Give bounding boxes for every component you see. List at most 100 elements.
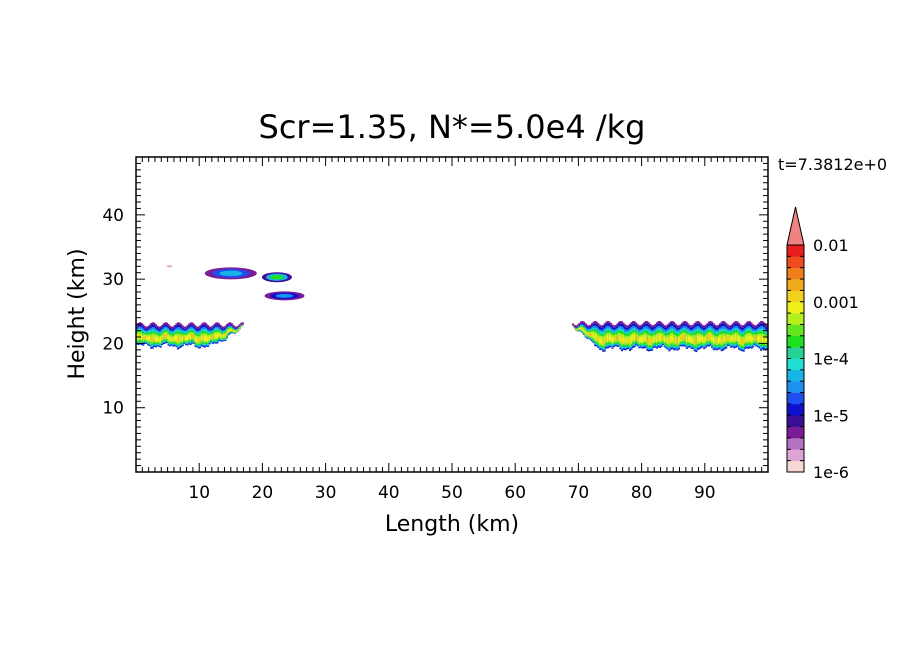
heatmap-column [622,322,625,350]
heatmap-cell [238,324,241,327]
heatmap-cell [151,336,154,342]
heatmap-column [684,320,687,347]
heatmap-column [644,321,647,348]
heatmap-column [221,326,224,342]
heatmap-column [591,323,594,342]
heatmap-cell [603,323,606,326]
heatmap-column [655,322,658,349]
heatmap-cell [572,323,575,326]
heatmap-cell [235,326,238,329]
heatmap-cell [189,334,192,339]
y-tick-label: 30 [102,270,124,290]
heatmap-column [142,324,145,346]
colorbar [786,206,805,473]
heatmap-cell [608,321,611,324]
heatmap-cell [640,337,642,342]
heatmap-column [621,321,624,352]
colorbar-band [787,437,804,450]
heatmap-column [677,325,680,350]
heatmap-cell [178,336,181,342]
heatmap-cell [682,321,685,324]
heatmap-cell [584,331,587,334]
heatmap-column [192,323,195,344]
heatmap-cell [594,320,597,324]
colorbar-band [787,324,804,337]
heatmap-column [227,322,230,336]
heatmap-column [619,320,622,350]
heatmap-cell [213,334,216,339]
heatmap-cell [752,336,755,342]
heatmap-column [237,325,240,332]
heatmap-cell [587,332,590,336]
heatmap-column [632,321,635,348]
heatmap-column [181,325,184,347]
heatmap-cell [741,325,744,328]
colorbar-band [787,335,804,348]
x-tick-label: 20 [252,483,274,503]
heatmap-column [177,322,180,350]
heatmap-column [673,322,676,351]
y-axis-label: Height (km) [65,248,90,379]
heatmap-cell [644,335,647,341]
heatmap-cell [695,321,698,324]
heatmap-column [625,325,628,350]
heatmap-cell [148,324,151,327]
heatmap-cell [181,325,184,328]
colorbar-band [787,392,804,405]
heatmap-column [736,321,739,347]
heatmap-column [643,322,646,349]
heatmap-column [184,326,187,346]
colorbar-band [787,403,804,416]
heatmap-cell [630,336,633,343]
heatmap-column [613,325,616,348]
heatmap-cell [647,322,650,325]
heatmap-column [755,325,758,347]
heatmap-column [641,323,644,349]
heatmap-cell [745,335,748,342]
heatmap-column [183,326,186,344]
plot-area [135,156,769,473]
heatmap-cell [706,335,709,341]
heatmap-cell [736,321,739,324]
heatmap-cell [630,322,633,325]
heatmap-cell [685,321,688,325]
heatmap-cell [749,335,752,341]
heatmap-cell [660,322,663,325]
x-tick-label: 40 [378,483,400,503]
heatmap-cell [689,336,691,342]
colorbar-band [787,381,804,393]
heatmap-cell [671,321,674,324]
heatmap-column [606,320,609,349]
heatmap-cell [617,321,620,325]
heatmap-cell [761,321,764,324]
heatmap-cell [237,325,240,329]
heatmap-cell [657,321,660,324]
heatmap-column [211,325,214,345]
heatmap-cell [219,324,222,328]
heatmap-cell [240,325,243,327]
heatmap-cell [167,335,170,340]
heatmap-column [188,323,191,345]
heatmap-cell [614,324,617,328]
heatmap-cell [148,336,151,341]
heatmap-cell [734,320,737,324]
heatmap-cell [173,336,176,341]
heatmap-cell [627,337,630,343]
heatmap-cell [156,325,159,329]
heatmap-cell [651,325,654,328]
heatmap-cell [717,324,720,328]
heatmap-cell [674,323,677,326]
colorbar-band [787,449,804,461]
heatmap-column [693,322,696,352]
heatmap-cell [641,323,644,327]
heatmap-cell [728,336,731,341]
heatmap-column [723,321,726,350]
heatmap-cell [575,329,578,330]
heatmap-cell [760,321,763,324]
heatmap-column [741,325,744,352]
x-tick-label: 80 [631,483,653,503]
heatmap-cell [636,336,639,341]
heatmap-column [671,321,674,350]
heatmap-cell [733,321,736,325]
heatmap-cell [597,323,600,326]
